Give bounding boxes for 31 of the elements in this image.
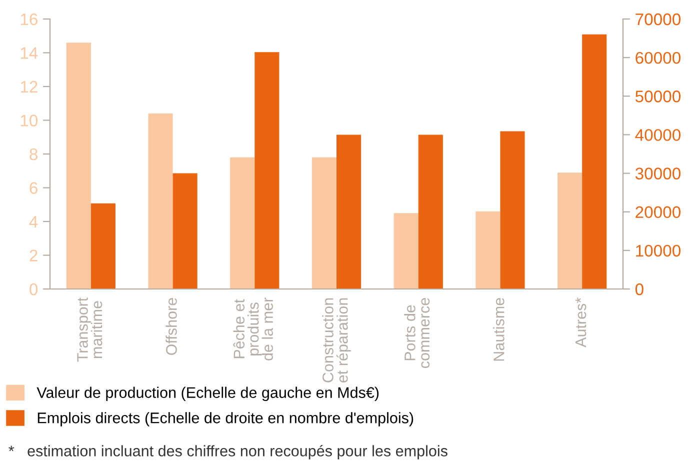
x-tick-label: Nautisme	[493, 298, 504, 361]
y2-tick-label: 20000	[636, 206, 680, 218]
y-tick-label: 4	[29, 216, 38, 228]
bar	[500, 131, 525, 289]
y2-tick-label: 50000	[635, 90, 680, 102]
legend-label: Valeur de production (Echelle de gauche en Mds€)	[36, 386, 379, 402]
y-tick-label: 6	[30, 182, 38, 194]
legend-label: Emplois directs (Echelle de droite en nombre d'emplois)	[38, 412, 414, 426]
y2-tick-label: 30000	[635, 168, 680, 180]
x-tick-label: Autres*	[576, 298, 586, 348]
x-tick-label: Transport maritime	[77, 297, 102, 362]
x-tick-label: Pêche et produits de la mer	[233, 298, 273, 360]
y-tick-label: 16	[20, 13, 38, 26]
y2-tick-label: 0	[635, 283, 644, 296]
y2-tick-label: 40000	[635, 129, 680, 141]
y-tick-label: 0	[30, 283, 38, 296]
y-tick-label: 8	[30, 148, 38, 160]
x-tick-label: Offshore	[166, 298, 177, 355]
x-tick-label: Ports de commerce	[404, 298, 430, 368]
bar	[418, 134, 443, 289]
x-tick-label: Construction et réparation	[322, 298, 351, 382]
y2-tick-label: 70000	[636, 13, 680, 26]
bar	[582, 34, 607, 289]
y2-tick-label: 60000	[636, 52, 680, 64]
y-tick-label: 10	[20, 114, 38, 126]
y2-tick-label: 10000	[636, 244, 680, 257]
y-tick-label: 12	[20, 80, 38, 93]
y-tick-label: 14	[20, 47, 38, 59]
text: * estimation incluant des chiffres non recoupés pour les emplois	[8, 445, 448, 460]
bar	[66, 42, 91, 289]
y-tick-label: 2	[30, 250, 38, 262]
